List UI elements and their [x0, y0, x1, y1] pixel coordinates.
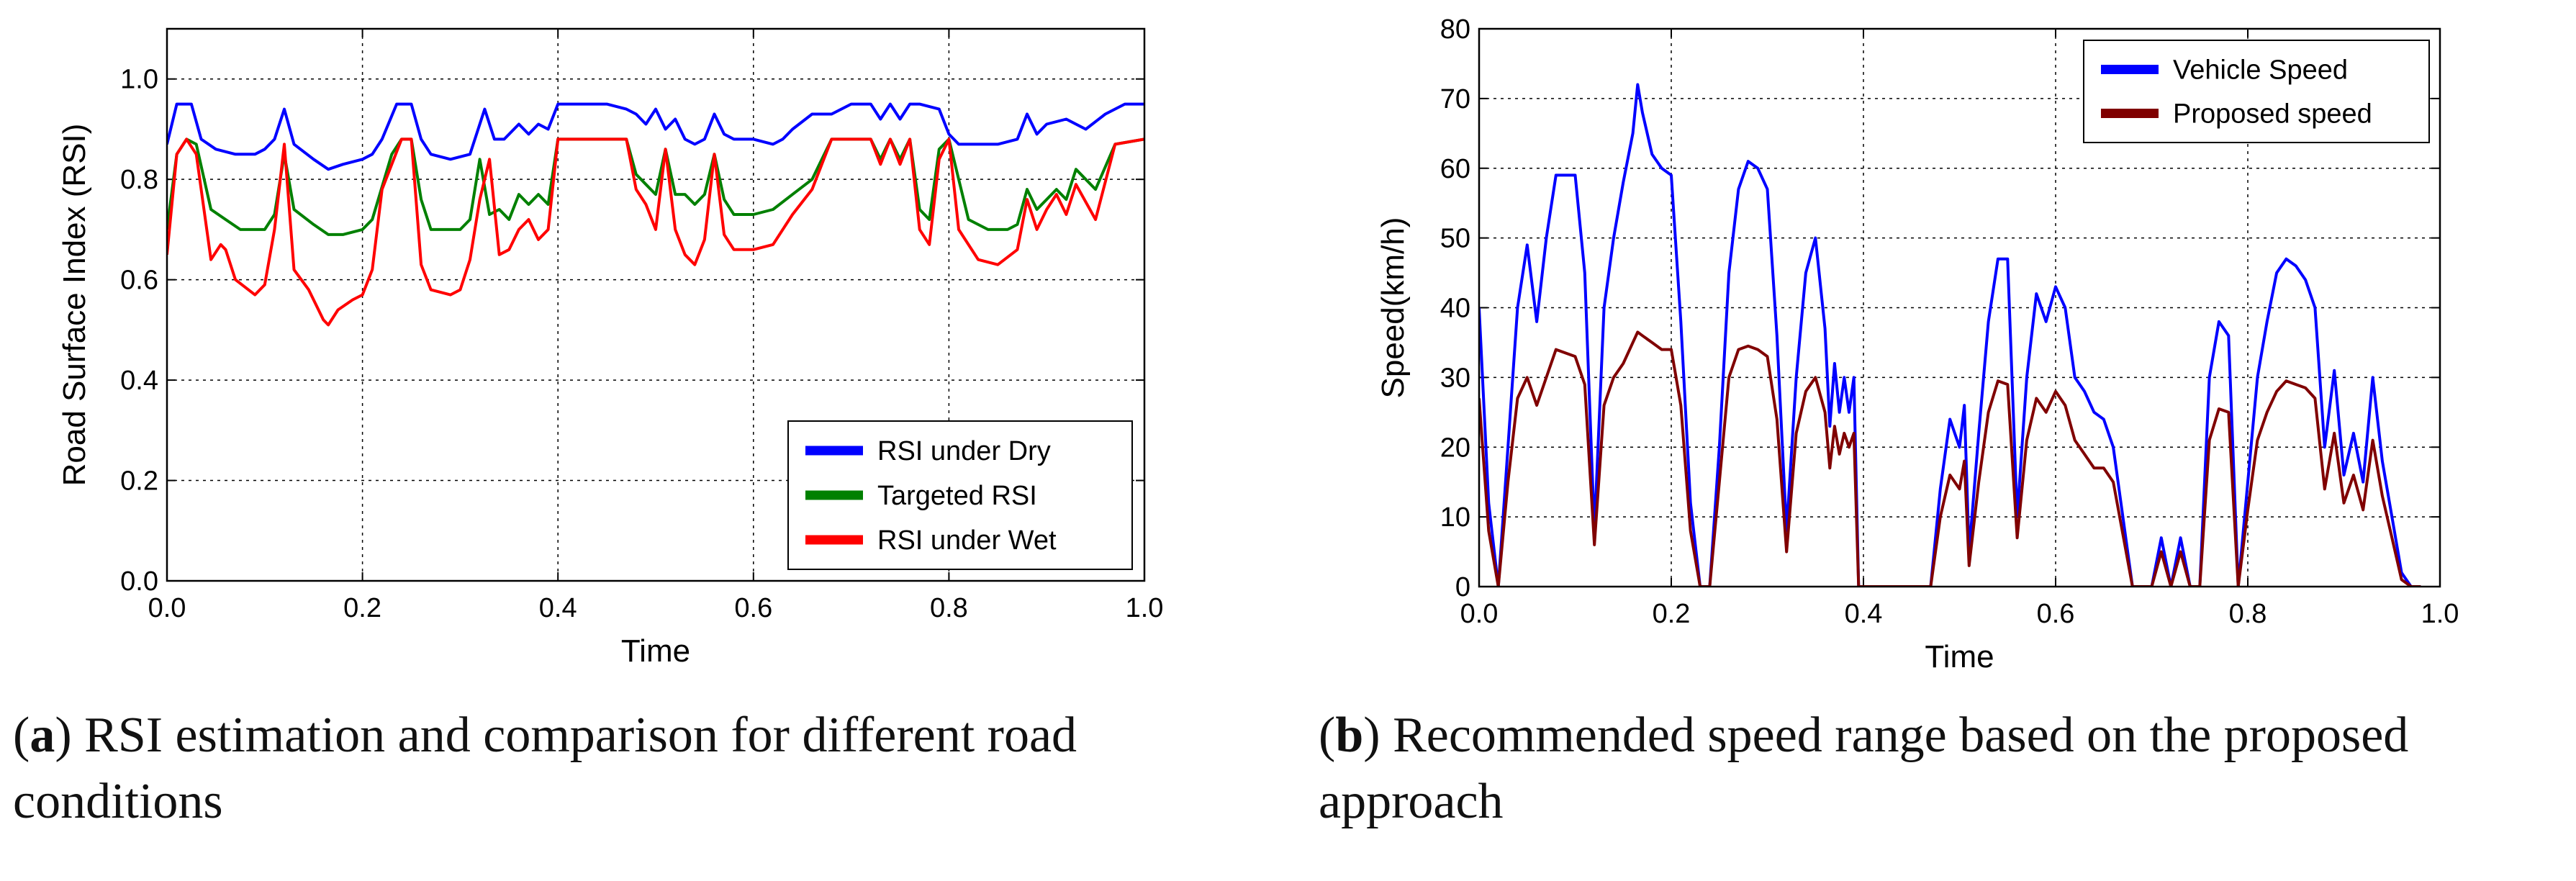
y-tick-label: 70 — [1440, 84, 1470, 114]
x-tick-label: 0.6 — [734, 593, 772, 623]
legend-label: Targeted RSI — [877, 481, 1037, 511]
series-line-proposed-speed — [1479, 330, 2421, 587]
y-tick-label: 30 — [1440, 363, 1470, 393]
caption-a-text: RSI estimation and comparison for differ… — [13, 708, 1077, 829]
legend: RSI under Dry Targeted RSI RSI under Wet — [787, 420, 1133, 570]
x-tick-label: 0.0 — [1460, 599, 1499, 629]
y-tick-label: 0.0 — [120, 566, 158, 597]
plot-frame — [166, 27, 1146, 582]
x-tick-label: 1.0 — [2421, 599, 2459, 629]
legend-box — [2083, 40, 2430, 143]
legend-label: Vehicle Speed — [2173, 55, 2348, 86]
x-tick-label: 0.8 — [930, 593, 968, 623]
y-axis-label: Speed(km/h) — [1375, 217, 1411, 399]
caption-b-letter: b — [1335, 708, 1364, 763]
legend: Vehicle Speed Proposed speed — [2083, 40, 2430, 143]
y-tick-label: 50 — [1440, 224, 1470, 254]
x-axis-label: Time — [1925, 639, 1994, 674]
caption-a-letter: a — [30, 708, 55, 763]
series-line-vehicle-speed — [1479, 83, 2421, 587]
y-tick-label: 0.6 — [120, 266, 158, 296]
x-tick-label: 0.2 — [1653, 599, 1691, 629]
y-tick-label: 0 — [1455, 572, 1470, 602]
x-tick-label: 0.6 — [2037, 599, 2075, 629]
y-tick-label: 0.4 — [120, 366, 158, 396]
y-tick-label: 0.8 — [120, 165, 158, 195]
caption-b: (b) Recommended speed range based on the… — [1319, 708, 2409, 829]
y-tick-label: 0.2 — [120, 466, 158, 497]
y-tick-label: 60 — [1440, 154, 1470, 184]
chart-a: 0.0 0.2 0.4 0.6 0.8 1.0 0.0 0.2 0.4 0.6 0.8 1.0 Time… — [57, 27, 1164, 669]
legend-label: RSI under Wet — [877, 525, 1057, 556]
y-tick-label: 1.0 — [120, 65, 158, 95]
series-line-rsi-under-dry — [167, 102, 1144, 171]
x-tick-label: 1.0 — [1126, 593, 1164, 623]
x-axis-label: Time — [621, 633, 690, 669]
series-line-rsi-under-wet — [167, 137, 1144, 327]
y-tick-label: 20 — [1440, 433, 1470, 463]
caption-a: (a) RSI estimation and comparison for di… — [13, 708, 1077, 829]
legend-label: Proposed speed — [2173, 99, 2372, 130]
y-axis-label: Road Surface Index (RSI) — [57, 124, 92, 487]
x-tick-label: 0.4 — [1845, 599, 1883, 629]
x-tick-label: 0.2 — [343, 593, 381, 623]
caption-b-text: Recommended speed range based on the pro… — [1319, 708, 2409, 829]
legend-label: RSI under Dry — [877, 436, 1051, 466]
series-line-targeted-rsi — [167, 137, 1144, 236]
y-tick-label: 80 — [1440, 14, 1470, 45]
y-tick-label: 10 — [1440, 502, 1470, 533]
x-tick-label: 0.8 — [2229, 599, 2267, 629]
x-tick-label: 0.4 — [539, 593, 577, 623]
y-tick-label: 40 — [1440, 294, 1470, 324]
chart-b: 0.0 0.2 0.4 0.6 0.8 1.0 0 10 20 30 40 50 60 70 80 Time S… — [1375, 14, 2459, 674]
plot-frame — [1478, 27, 2441, 588]
x-tick-label: 0.0 — [148, 593, 186, 623]
